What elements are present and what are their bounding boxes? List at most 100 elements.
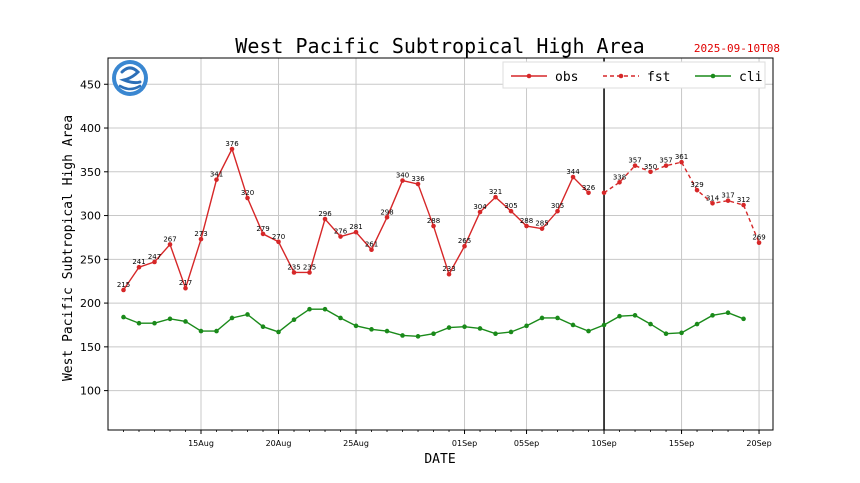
data-point-cli: [477, 326, 483, 331]
data-point-fst: [601, 190, 607, 196]
data-point-obs: [539, 226, 545, 231]
data-label-obs: 298: [380, 208, 393, 216]
data-point-cli: [741, 316, 746, 322]
data-point-cli: [276, 329, 281, 335]
data-point-obs: [446, 271, 452, 277]
legend-marker-cli: [710, 73, 716, 79]
data-point-cli: [508, 329, 514, 335]
data-point-cli: [617, 313, 622, 319]
x-tick-label: 20Sep: [746, 439, 771, 448]
data-point-cli: [307, 306, 312, 312]
data-point-obs: [121, 287, 126, 293]
legend-box: [502, 61, 766, 89]
y-tick-label: 150: [80, 341, 101, 354]
data-point-cli: [245, 312, 250, 317]
data-label-obs: 233: [442, 265, 455, 273]
data-label-obs: 235: [287, 263, 300, 271]
data-label-fst: 317: [721, 192, 734, 200]
data-label-fst: 357: [628, 157, 641, 165]
data-point-obs: [570, 174, 576, 180]
x-tick-label: 10Sep: [591, 439, 616, 448]
data-label-fst: 269: [752, 234, 765, 242]
data-label-obs: 288: [520, 217, 533, 225]
data-point-cli: [648, 321, 653, 327]
x-tick-label: 20Aug: [266, 439, 292, 448]
data-label-obs: 288: [427, 217, 440, 225]
data-point-obs: [555, 208, 560, 214]
data-point-fst: [694, 187, 700, 193]
data-point-cli: [570, 322, 576, 328]
data-point-obs: [183, 285, 188, 291]
data-point-cli: [338, 315, 343, 321]
x-tick-label: 15Aug: [188, 439, 214, 448]
y-tick-label: 450: [80, 78, 101, 91]
data-point-cli: [214, 328, 219, 334]
x-tick-label: 01Sep: [452, 439, 477, 448]
x-axis-label: DATE: [424, 452, 455, 467]
data-point-obs: [198, 236, 204, 242]
data-label-obs: 321: [489, 188, 502, 196]
data-label-fst: 357: [659, 157, 672, 165]
data-point-fst: [663, 163, 669, 168]
data-label-obs: 304: [473, 203, 487, 211]
data-point-fst: [725, 198, 731, 203]
chart-title: West Pacific Subtropical High Area: [235, 34, 644, 58]
data-point-cli: [539, 315, 545, 321]
data-point-obs: [431, 223, 436, 229]
y-tick-label: 200: [80, 297, 101, 310]
legend: obs fst cli: [502, 61, 766, 89]
data-point-cli: [198, 328, 204, 334]
data-label-obs: 235: [303, 263, 316, 271]
data-point-cli: [493, 331, 498, 337]
data-point-cli: [400, 333, 405, 338]
data-point-obs: [245, 195, 250, 201]
data-point-cli: [291, 317, 297, 323]
data-label-obs: 326: [582, 184, 596, 192]
data-point-obs: [477, 209, 483, 215]
data-label-obs: 273: [194, 230, 207, 238]
data-point-fst: [648, 169, 653, 175]
data-point-obs: [415, 181, 421, 187]
data-label-fst: 329: [690, 181, 703, 189]
data-label-obs: 320: [241, 189, 254, 197]
data-label-obs: 215: [117, 281, 130, 289]
data-label-obs: 296: [318, 210, 332, 218]
logo: [112, 60, 148, 96]
data-point-cli: [384, 328, 390, 334]
x-tick-label: 15Sep: [669, 439, 694, 448]
data-point-fst: [679, 159, 684, 165]
data-label-fst: 338: [613, 173, 626, 181]
legend-marker-fst: [618, 73, 624, 79]
y-tick-label: 350: [80, 166, 101, 179]
data-point-obs: [322, 216, 328, 222]
data-point-obs: [384, 215, 390, 220]
data-label-obs: 241: [132, 258, 145, 266]
data-point-cli: [725, 310, 731, 316]
data-point-obs: [586, 190, 591, 196]
data-point-cli: [183, 319, 188, 324]
data-label-obs: 305: [504, 202, 517, 210]
data-point-obs: [307, 270, 312, 275]
data-label-obs: 340: [396, 172, 409, 180]
y-tick-label: 100: [80, 385, 101, 398]
data-label-obs: 265: [458, 237, 471, 245]
data-point-cli: [431, 331, 436, 337]
series-line-fst: [603, 161, 760, 243]
data-point-obs: [260, 231, 266, 237]
data-label-obs: 344: [566, 168, 580, 176]
data-point-cli: [524, 323, 529, 329]
data-point-fst: [617, 179, 622, 185]
data-point-obs: [229, 146, 235, 152]
data-label-obs: 247: [148, 253, 161, 261]
data-label-obs: 267: [163, 235, 176, 243]
data-point-obs: [276, 239, 281, 245]
data-label-obs: 217: [179, 279, 192, 287]
data-point-cli: [710, 313, 715, 318]
y-tick-label: 250: [80, 253, 101, 266]
data-point-obs: [291, 270, 297, 275]
data-label-obs: 279: [256, 225, 269, 233]
data-point-cli: [415, 334, 421, 339]
data-point-cli: [555, 315, 560, 321]
data-point-cli: [322, 306, 328, 312]
legend-marker-obs: [526, 73, 532, 79]
